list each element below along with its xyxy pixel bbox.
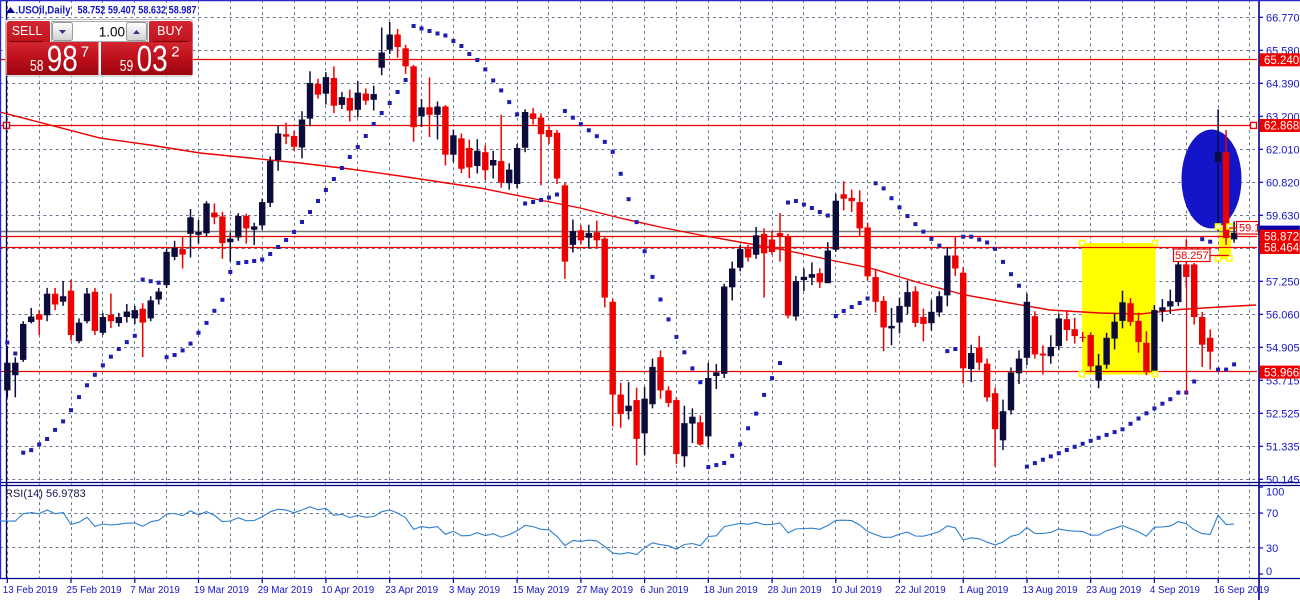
svg-text:51.335: 51.335 bbox=[1266, 441, 1300, 453]
svg-text:4 Sep 2019: 4 Sep 2019 bbox=[1150, 585, 1200, 596]
svg-text:0: 0 bbox=[1266, 566, 1272, 578]
svg-text:29 Mar 2019: 29 Mar 2019 bbox=[258, 585, 313, 596]
svg-text:54.905: 54.905 bbox=[1266, 342, 1300, 354]
svg-text:57.250: 57.250 bbox=[1266, 276, 1300, 288]
svg-text:30: 30 bbox=[1266, 543, 1278, 555]
svg-text:60.820: 60.820 bbox=[1266, 177, 1300, 189]
svg-text:50.145: 50.145 bbox=[1266, 474, 1300, 486]
svg-text:59.630: 59.630 bbox=[1266, 210, 1300, 222]
svg-text:.USOil,Daily: .USOil,Daily bbox=[16, 5, 72, 17]
svg-text:58.752 59.407 58.632 58.987: 58.752 59.407 58.632 58.987 bbox=[78, 5, 197, 17]
svg-text:7: 7 bbox=[81, 44, 89, 61]
svg-text:28 Jun 2019: 28 Jun 2019 bbox=[768, 585, 822, 596]
svg-text:100: 100 bbox=[1266, 487, 1284, 499]
svg-text:13 Aug 2019: 13 Aug 2019 bbox=[1023, 585, 1078, 596]
svg-text:19 Mar 2019: 19 Mar 2019 bbox=[194, 585, 249, 596]
svg-text:BUY: BUY bbox=[157, 24, 183, 38]
svg-text:58.257: 58.257 bbox=[1175, 250, 1209, 262]
svg-text:18 Jun 2019: 18 Jun 2019 bbox=[704, 585, 758, 596]
svg-text:SELL: SELL bbox=[12, 24, 43, 38]
svg-text:66.770: 66.770 bbox=[1266, 12, 1300, 24]
svg-text:58.872: 58.872 bbox=[1264, 231, 1299, 243]
svg-text:3 May 2019: 3 May 2019 bbox=[449, 585, 500, 596]
svg-text:53.966: 53.966 bbox=[1264, 367, 1299, 379]
svg-text:6 Jun 2019: 6 Jun 2019 bbox=[640, 585, 688, 596]
svg-text:22 Jul 2019: 22 Jul 2019 bbox=[895, 585, 946, 596]
svg-text:2: 2 bbox=[171, 44, 179, 61]
svg-text:62.868: 62.868 bbox=[1264, 121, 1299, 133]
svg-text:98: 98 bbox=[47, 38, 78, 79]
svg-text:58.464: 58.464 bbox=[1264, 243, 1300, 255]
svg-text:59: 59 bbox=[120, 58, 134, 75]
svg-text:64.390: 64.390 bbox=[1266, 78, 1300, 90]
svg-text:25 Feb 2019: 25 Feb 2019 bbox=[67, 585, 122, 596]
svg-text:RSI(14) 56.9783: RSI(14) 56.9783 bbox=[5, 488, 86, 500]
svg-text:10 Apr 2019: 10 Apr 2019 bbox=[321, 585, 374, 596]
svg-text:15 May 2019: 15 May 2019 bbox=[513, 585, 570, 596]
svg-text:1 Aug 2019: 1 Aug 2019 bbox=[959, 585, 1009, 596]
svg-text:23 Aug 2019: 23 Aug 2019 bbox=[1086, 585, 1141, 596]
svg-text:10 Jul 2019: 10 Jul 2019 bbox=[831, 585, 882, 596]
svg-text:52.525: 52.525 bbox=[1266, 408, 1300, 420]
svg-text:16 Sep 2019: 16 Sep 2019 bbox=[1214, 585, 1270, 596]
svg-text:58: 58 bbox=[30, 58, 44, 75]
svg-text:7 Mar 2019: 7 Mar 2019 bbox=[130, 585, 180, 596]
svg-text:56.060: 56.060 bbox=[1266, 309, 1300, 321]
svg-text:27 May 2019: 27 May 2019 bbox=[576, 585, 633, 596]
svg-text:13 Feb 2019: 13 Feb 2019 bbox=[3, 585, 58, 596]
svg-text:03: 03 bbox=[137, 38, 168, 79]
svg-text:62.010: 62.010 bbox=[1266, 144, 1300, 156]
svg-text:59.1: 59.1 bbox=[1239, 223, 1260, 235]
svg-text:65.240: 65.240 bbox=[1264, 55, 1299, 67]
svg-text:1.00: 1.00 bbox=[99, 25, 125, 40]
svg-text:70: 70 bbox=[1266, 508, 1278, 520]
svg-text:23 Apr 2019: 23 Apr 2019 bbox=[385, 585, 438, 596]
